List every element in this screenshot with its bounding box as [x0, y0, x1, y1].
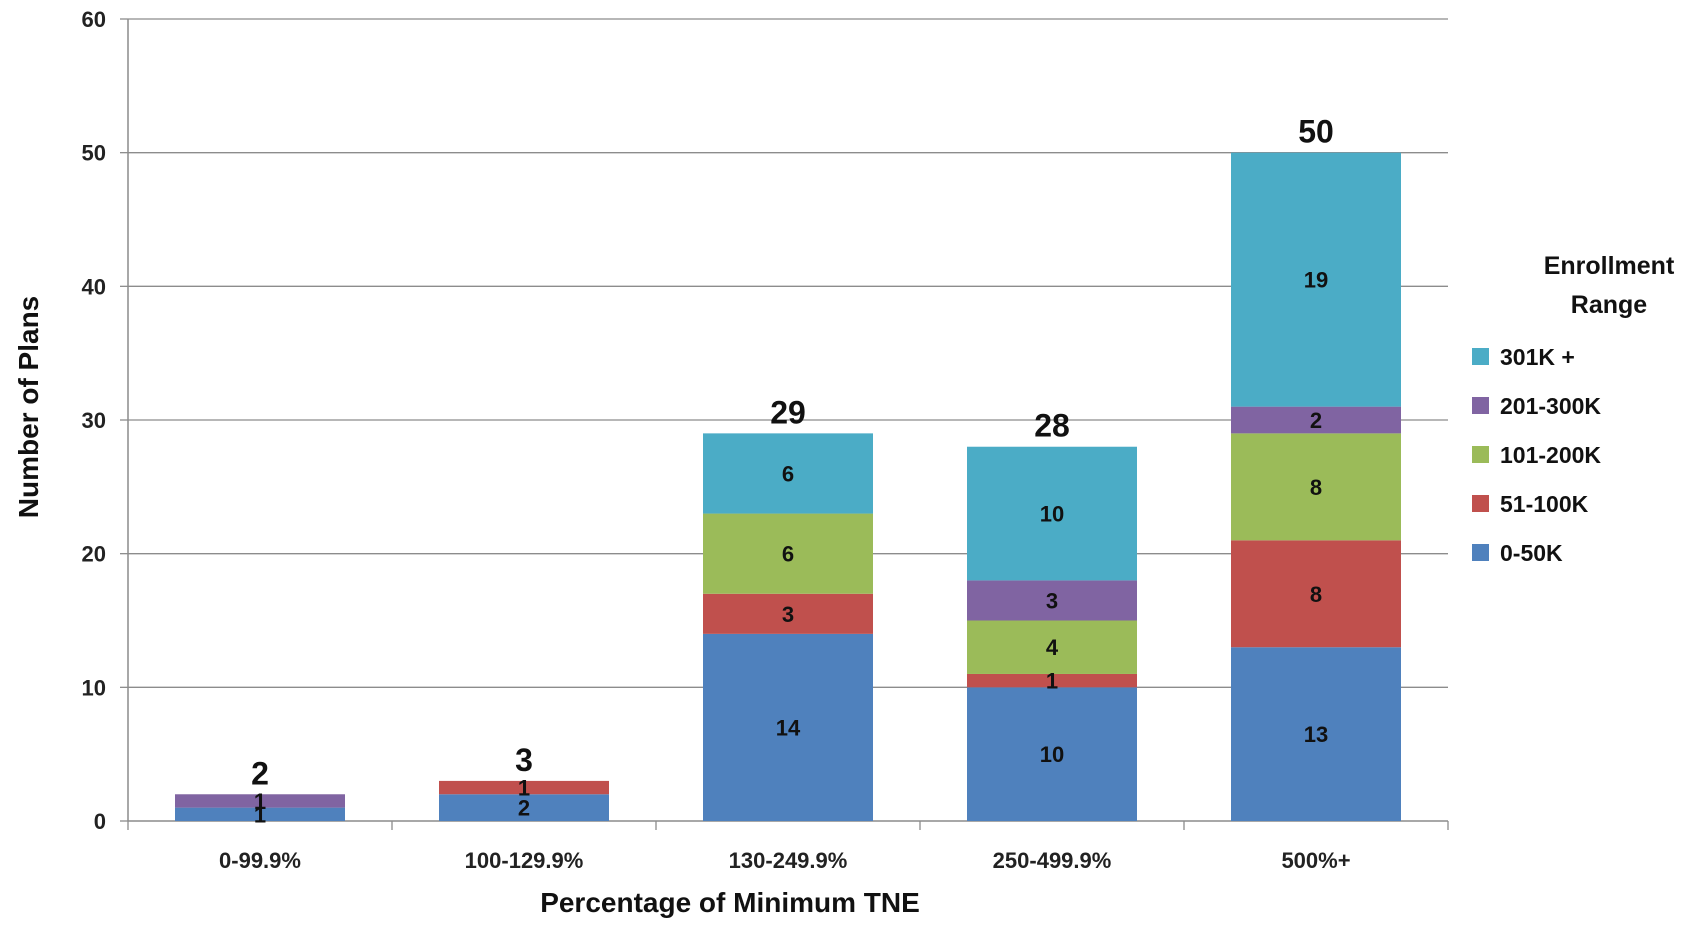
segment-value-label: 2	[518, 796, 530, 821]
segment-value-label: 8	[1310, 582, 1322, 607]
y-tick-label: 60	[82, 7, 106, 32]
y-tick-label: 0	[94, 809, 106, 834]
gridlines	[128, 18, 1448, 688]
segment-value-label: 1	[254, 789, 266, 814]
legend-swatch	[1472, 495, 1489, 512]
segment-value-label: 10	[1040, 502, 1064, 527]
legend: Enrollment Range 301K + 201-300K 101-200K 51-…	[1472, 252, 1675, 566]
y-tick-label: 30	[82, 408, 106, 433]
bar-segment	[703, 513, 873, 594]
legend-swatch	[1472, 544, 1489, 561]
bar-segment	[1231, 540, 1401, 648]
x-category-label: 500%+	[1281, 848, 1350, 873]
legend-entry-label: 301K +	[1500, 344, 1575, 370]
bar-segment	[967, 580, 1137, 621]
segment-value-label: 3	[1046, 588, 1058, 613]
bar-segment	[439, 780, 609, 795]
bar-total-label: 3	[515, 742, 533, 778]
y-tick-label: 20	[82, 542, 106, 567]
bar-segment	[1231, 406, 1401, 434]
bar-total-label: 29	[770, 394, 806, 430]
segment-value-label: 1	[518, 776, 530, 801]
bar-total-label: 2	[251, 755, 269, 791]
bars	[175, 152, 1401, 821]
segment-value-label: 3	[782, 602, 794, 627]
legend-swatch	[1472, 348, 1489, 365]
bar-segment	[1231, 152, 1401, 407]
segment-value-label: 1	[1046, 669, 1058, 694]
bar-segment	[1231, 433, 1401, 541]
bar-segment	[175, 807, 345, 821]
legend-title-line: Enrollment	[1544, 252, 1675, 280]
bar-segment	[439, 794, 609, 821]
segment-value-label: 6	[782, 542, 794, 567]
bar-segment	[703, 593, 873, 634]
bar-segment	[703, 433, 873, 514]
x-category-label: 100-129.9%	[465, 848, 584, 873]
legend-title-line: Range	[1571, 291, 1648, 319]
segment-value-label: 8	[1310, 475, 1322, 500]
bar-segment	[967, 620, 1137, 674]
segment-value-label: 14	[776, 715, 801, 740]
y-tick-label: 10	[82, 675, 106, 700]
legend-entry-label: 101-200K	[1500, 442, 1601, 468]
y-axis-title: Number of Plans	[13, 296, 44, 518]
bar-segment	[967, 687, 1137, 821]
legend-entry-label: 201-300K	[1500, 393, 1601, 419]
segment-value-label: 4	[1046, 635, 1059, 660]
bar-segment	[967, 673, 1137, 688]
segment-value-label: 6	[782, 461, 794, 486]
segment-value-label: 13	[1304, 722, 1328, 747]
x-category-label: 250-499.9%	[993, 848, 1112, 873]
y-tick-label: 40	[82, 274, 106, 299]
bar-segment	[703, 633, 873, 821]
legend-entry-label: 0-50K	[1500, 540, 1563, 566]
bar-segment	[1231, 647, 1401, 821]
legend-swatch	[1472, 397, 1489, 414]
segment-value-label: 10	[1040, 742, 1064, 767]
legend-swatch	[1472, 446, 1489, 463]
bar-total-label: 28	[1034, 408, 1070, 444]
bar-segment	[175, 794, 345, 808]
axes: 0 10 20 30 40 50 60 0-99.9% 100-129.9% 130-249.9%…	[82, 7, 1449, 873]
legend-entry-label: 51-100K	[1500, 491, 1589, 517]
x-axis-title: Percentage of Minimum TNE	[540, 887, 920, 918]
segment-value-label: 1	[254, 802, 266, 827]
segment-value-label: 2	[1310, 408, 1322, 433]
bar-segment	[967, 446, 1137, 581]
segment-value-label: 19	[1304, 268, 1328, 293]
y-tick-label: 50	[82, 141, 106, 166]
bar-total-label: 50	[1298, 114, 1334, 150]
x-category-label: 130-249.9%	[729, 848, 848, 873]
x-category-label: 0-99.9%	[219, 848, 301, 873]
